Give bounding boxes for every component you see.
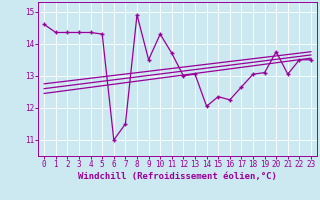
X-axis label: Windchill (Refroidissement éolien,°C): Windchill (Refroidissement éolien,°C) — [78, 172, 277, 181]
